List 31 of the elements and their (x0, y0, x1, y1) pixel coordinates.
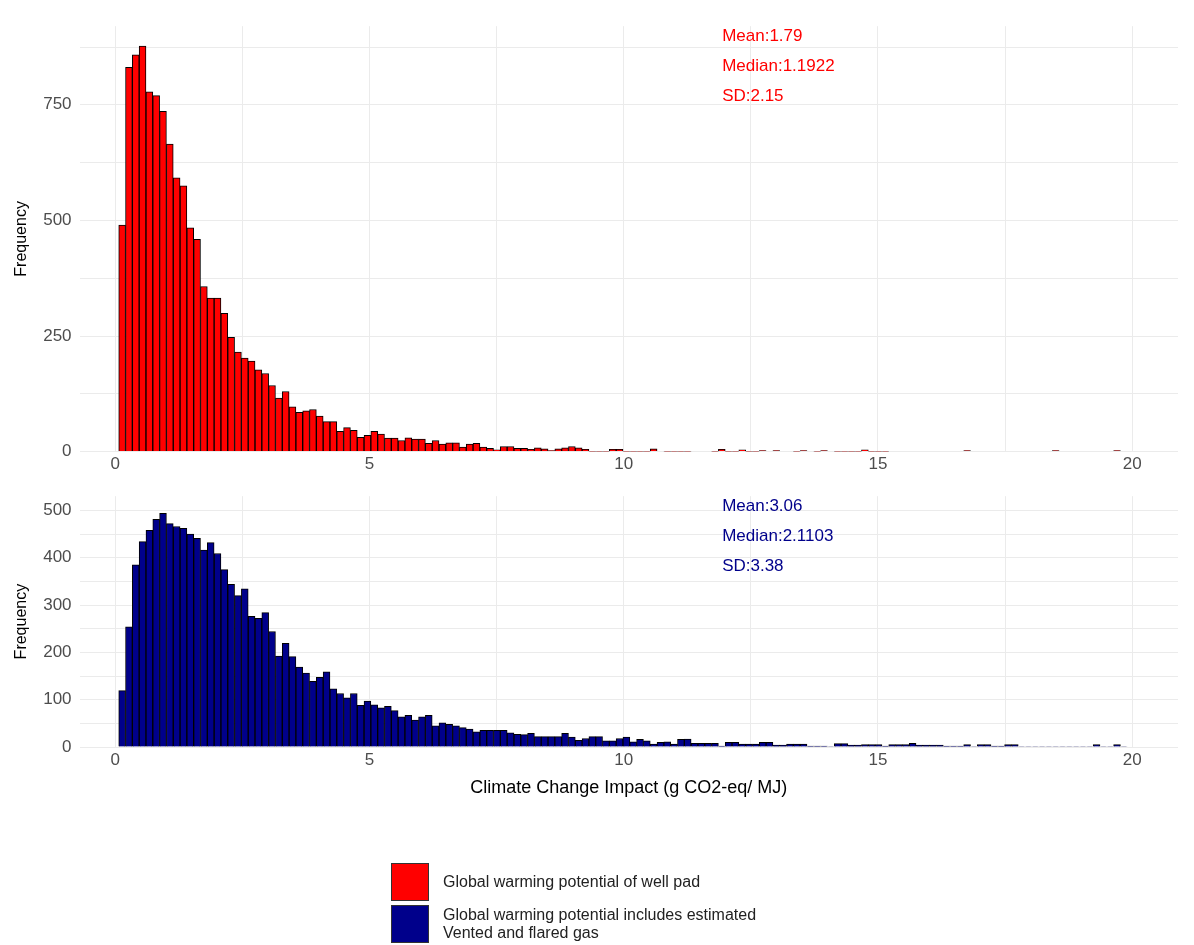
annotation: Median:1.1922 (722, 56, 835, 76)
annotation: SD:3.38 (722, 556, 784, 576)
legend-label: Global warming potential includes estimated Vented and flared gas (443, 906, 758, 942)
y-tick-label: 500 (43, 500, 72, 520)
y-tick-label: 400 (43, 547, 72, 567)
x-tick-label: 20 (1122, 454, 1142, 474)
annotation: Mean:3.06 (722, 496, 803, 516)
y-tick-label: 500 (43, 210, 72, 230)
x-tick-label: 10 (614, 454, 634, 474)
annotation: Median:2.1103 (722, 526, 834, 546)
y-tick-label: 100 (43, 689, 72, 709)
y-tick-label: 750 (43, 94, 72, 114)
x-tick-label: 15 (868, 454, 888, 474)
y-tick-label: 300 (43, 594, 72, 614)
x-tick-label: 0 (110, 454, 120, 474)
y-axis-title: Frequency (12, 201, 30, 277)
x-tick-label: 0 (110, 749, 120, 769)
y-tick-label: 0 (62, 441, 72, 461)
annotation: SD:2.15 (722, 86, 784, 106)
annotation: Mean:1.79 (722, 26, 803, 46)
y-tick-label: 250 (43, 325, 72, 345)
x-axis-title: Climate Change Impact (g CO2-eq/ MJ) (470, 777, 788, 798)
x-tick-label: 5 (364, 454, 375, 474)
x-tick-label: 20 (1122, 749, 1142, 769)
y-tick-label: 200 (43, 642, 72, 662)
x-tick-label: 10 (614, 749, 634, 769)
y-axis-title: Frequency (12, 583, 30, 660)
y-tick-label: 0 (62, 736, 72, 756)
x-tick-label: 15 (868, 749, 888, 769)
legend-label: Global warming potential of well pad (443, 873, 702, 891)
x-tick-label: 5 (364, 749, 375, 769)
